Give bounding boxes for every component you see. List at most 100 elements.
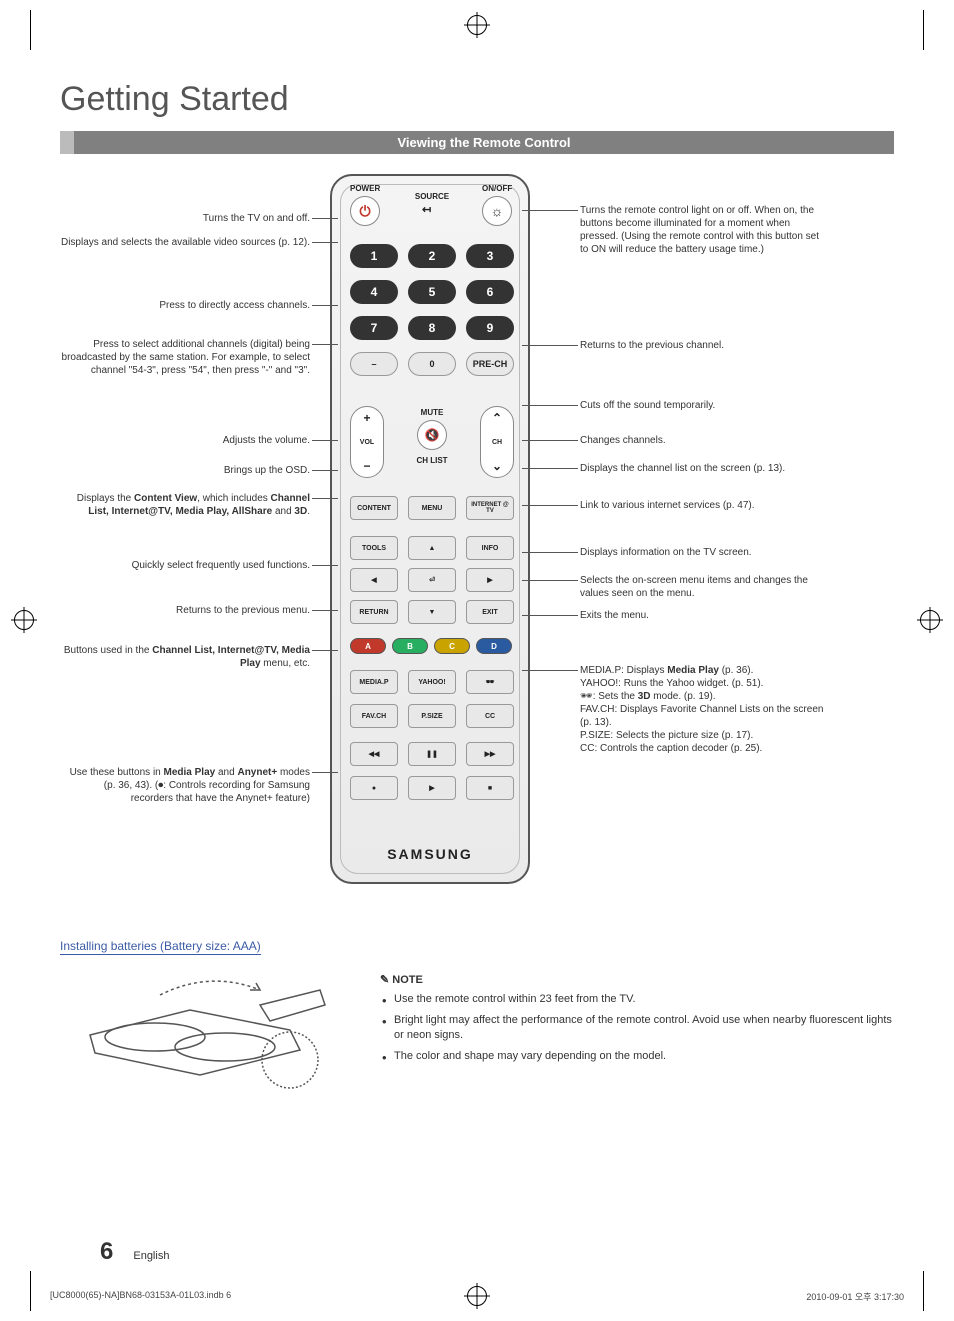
- media-1-button[interactable]: YAHOO!: [408, 670, 456, 694]
- right-callout: Displays the channel list on the screen …: [580, 462, 830, 475]
- battery-section: Installing batteries (Battery size: AAA): [60, 939, 894, 1095]
- leader-line: [522, 468, 578, 469]
- left-callout: Press to directly access channels.: [60, 299, 310, 312]
- page-language: English: [133, 1250, 169, 1262]
- transport2-2-button[interactable]: ■: [466, 776, 514, 800]
- section-heading: Viewing the Remote Control: [60, 131, 894, 154]
- print-footer: [UC8000(65)-NA]BN68-03153A-01L03.indb 6 …: [50, 1290, 904, 1303]
- page-number: 6: [100, 1238, 113, 1266]
- media2-0-button[interactable]: FAV.CH: [350, 704, 398, 728]
- power-button[interactable]: ⏻: [350, 196, 380, 226]
- digit-2-button[interactable]: 2: [408, 244, 456, 268]
- transport2-0-button[interactable]: ●: [350, 776, 398, 800]
- return-button[interactable]: RETURN: [350, 600, 398, 624]
- ch-label: CH: [492, 439, 502, 446]
- color-a-button[interactable]: A: [350, 638, 386, 654]
- transport-2-button[interactable]: ▶▶: [466, 742, 514, 766]
- leader-line: [522, 580, 578, 581]
- leader-line: [312, 565, 338, 566]
- nav-down-button[interactable]: ▼: [408, 600, 456, 624]
- leader-line: [522, 440, 578, 441]
- internet-button[interactable]: INTERNET @ TV: [466, 496, 514, 520]
- right-callout: MEDIA.P: Displays Media Play (p. 36).YAH…: [580, 664, 830, 755]
- crop-mark: [923, 10, 924, 50]
- transport-0-button[interactable]: ◀◀: [350, 742, 398, 766]
- left-callout: Returns to the previous menu.: [60, 604, 310, 617]
- leader-line: [522, 345, 578, 346]
- right-callout: Selects the on-screen menu items and cha…: [580, 574, 830, 600]
- note-column: NOTE Use the remote control within 23 fe…: [380, 965, 894, 1095]
- vol-label: VOL: [360, 439, 374, 446]
- leader-line: [312, 218, 338, 219]
- media2-1-button[interactable]: P.SIZE: [408, 704, 456, 728]
- transport-1-button[interactable]: ❚❚: [408, 742, 456, 766]
- color-b-button[interactable]: B: [392, 638, 428, 654]
- right-callout: Returns to the previous channel.: [580, 339, 830, 352]
- nav-up-button[interactable]: ▲: [408, 536, 456, 560]
- right-callout: Displays information on the TV screen.: [580, 546, 830, 559]
- right-callout: Link to various internet services (p. 47…: [580, 499, 830, 512]
- leader-line: [312, 470, 338, 471]
- tools-button[interactable]: TOOLS: [350, 536, 398, 560]
- color-d-button[interactable]: D: [476, 638, 512, 654]
- onoff-label: ON/OFF: [482, 184, 512, 193]
- leader-line: [312, 610, 338, 611]
- pre-ch-button[interactable]: PRE-CH: [466, 352, 514, 376]
- plus-icon: +: [363, 411, 370, 425]
- enter-button[interactable]: ⏎: [408, 568, 456, 592]
- leader-line: [522, 552, 578, 553]
- note-list: Use the remote control within 23 feet fr…: [380, 992, 894, 1063]
- left-callout: Use these buttons in Media Play and Anyn…: [60, 766, 310, 805]
- volume-rocker[interactable]: + VOL −: [350, 406, 384, 478]
- page-title: Getting Started: [60, 80, 894, 119]
- nav-left-button[interactable]: ◀: [350, 568, 398, 592]
- menu-button[interactable]: MENU: [408, 496, 456, 520]
- dash-button[interactable]: –: [350, 352, 398, 376]
- media-0-button[interactable]: MEDIA.P: [350, 670, 398, 694]
- right-callout: Turns the remote control light on or off…: [580, 204, 830, 256]
- left-callout: Displays and selects the available video…: [60, 236, 310, 249]
- mute-button[interactable]: 🔇: [417, 420, 447, 450]
- leader-line: [522, 615, 578, 616]
- registration-mark-icon: [467, 15, 487, 35]
- digit-1-button[interactable]: 1: [350, 244, 398, 268]
- note-item: Bright light may affect the performance …: [394, 1013, 894, 1043]
- media2-2-button[interactable]: CC: [466, 704, 514, 728]
- minus-icon: −: [363, 459, 370, 473]
- crop-mark: [30, 1271, 31, 1311]
- transport-row-2: ● ▶ ■: [350, 776, 514, 800]
- leader-line: [312, 440, 338, 441]
- leader-line: [522, 670, 578, 671]
- digit-7-button[interactable]: 7: [350, 316, 398, 340]
- digit-8-button[interactable]: 8: [408, 316, 456, 340]
- transport-row-1: ◀◀ ❚❚ ▶▶: [350, 742, 514, 766]
- digit-3-button[interactable]: 3: [466, 244, 514, 268]
- note-item: Use the remote control within 23 feet fr…: [394, 992, 894, 1007]
- digit-9-button[interactable]: 9: [466, 316, 514, 340]
- transport2-1-button[interactable]: ▶: [408, 776, 456, 800]
- digit-0-button[interactable]: 0: [408, 352, 456, 376]
- nav-right-button[interactable]: ▶: [466, 568, 514, 592]
- source-icon: ↤: [422, 203, 431, 216]
- left-callout: Turns the TV on and off.: [60, 212, 310, 225]
- battery-heading: Installing batteries (Battery size: AAA): [60, 939, 261, 955]
- leader-line: [522, 210, 578, 211]
- leader-line: [312, 305, 338, 306]
- info-button[interactable]: INFO: [466, 536, 514, 560]
- crop-mark: [30, 10, 31, 50]
- light-button[interactable]: ☼: [482, 196, 512, 226]
- down-chevron-icon: ⌄: [492, 459, 502, 473]
- exit-button[interactable]: EXIT: [466, 600, 514, 624]
- registration-mark-icon: [920, 610, 940, 630]
- left-callout: Buttons used in the Channel List, Intern…: [60, 644, 310, 670]
- remote-control-illustration: POWER ⏻ SOURCE ↤ ON/OFF ☼ 123456789–0PRE…: [330, 174, 530, 884]
- digit-6-button[interactable]: 6: [466, 280, 514, 304]
- remote-diagram: Turns the TV on and off. Displays and sel…: [60, 174, 894, 914]
- media-2-button[interactable]: 🕶: [466, 670, 514, 694]
- content-button[interactable]: CONTENT: [350, 496, 398, 520]
- note-heading: NOTE: [380, 973, 894, 986]
- color-c-button[interactable]: C: [434, 638, 470, 654]
- digit-5-button[interactable]: 5: [408, 280, 456, 304]
- channel-rocker[interactable]: ⌃ CH ⌄: [480, 406, 514, 478]
- digit-4-button[interactable]: 4: [350, 280, 398, 304]
